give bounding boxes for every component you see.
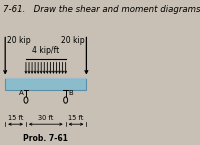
Text: Prob. 7-61: Prob. 7-61 <box>23 134 68 143</box>
Text: 4 kip/ft: 4 kip/ft <box>32 46 59 55</box>
Text: 30 ft: 30 ft <box>38 115 53 121</box>
Bar <box>5 78 86 90</box>
Circle shape <box>64 97 68 103</box>
Text: 15 ft: 15 ft <box>68 115 84 121</box>
Text: B: B <box>68 90 73 96</box>
Text: 7-61.   Draw the shear and moment diagrams for the beam.: 7-61. Draw the shear and moment diagrams… <box>3 5 200 14</box>
Text: 15 ft: 15 ft <box>8 115 23 121</box>
Text: 20 kip: 20 kip <box>61 36 84 45</box>
Circle shape <box>24 97 28 103</box>
Text: 20 kip: 20 kip <box>7 36 31 45</box>
Text: A: A <box>18 90 23 96</box>
